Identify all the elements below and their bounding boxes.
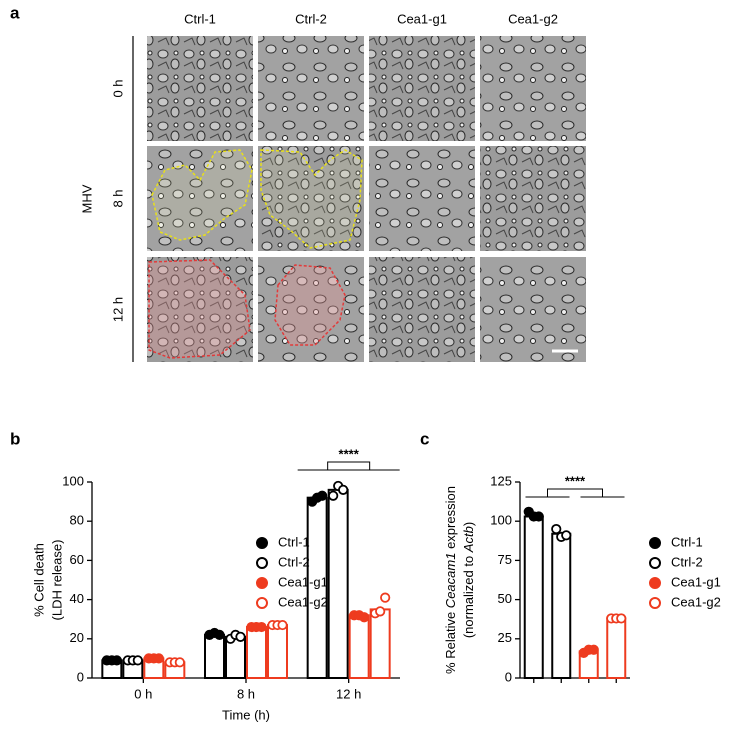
column-header: Ctrl-1 [184,11,216,26]
y-tick-label: 75 [498,552,512,567]
x-tick-label: 0 h [134,686,152,701]
image-grid [147,36,586,362]
data-point [256,621,267,633]
micrograph [147,36,253,141]
data-point [380,592,391,603]
data-point [277,619,288,631]
significance-bracket [297,461,400,471]
y-axis-label: % Cell death [31,543,46,617]
legend-label: Ctrl-1 [278,534,310,549]
micrograph [480,257,586,362]
y-tick-label: 125 [490,473,512,488]
significance-label: **** [565,473,586,488]
micrograph [147,257,253,362]
legend-marker [256,597,268,609]
overlays [148,149,578,359]
data-point [588,644,599,655]
legend-marker [256,537,268,549]
y-tick-label: 0 [505,669,512,684]
data-point [359,612,370,623]
micrograph [369,36,475,141]
micrograph [258,36,364,141]
micrograph [147,146,253,251]
y-tick-label: 50 [498,591,512,606]
column-header: Cea1-g1 [397,11,447,26]
data-point [174,657,185,668]
y-axis-label-part: % Relative [443,608,458,674]
significance-label: **** [339,446,360,461]
legend-label: Ctrl-2 [671,554,703,569]
bar [204,633,225,680]
bar [348,614,370,680]
legend-label: Cea1-g1 [671,574,721,589]
bar [369,608,391,680]
legend-label: Cea1-g1 [278,574,328,589]
y-tick-label: 25 [498,630,512,645]
data-point [317,490,328,501]
y-tick-label: 60 [70,552,84,567]
data-point [561,530,572,541]
y-tick-label: 20 [70,630,84,645]
legend-marker [256,557,268,569]
x-tick-label: 12 h [336,686,361,701]
data-point [551,523,562,535]
y-axis-label-part: (normalized to [461,552,476,638]
data-point [214,629,225,640]
panel-letter: b [10,429,20,448]
data-point [338,484,349,495]
data-point [132,655,143,666]
y-axis-label-part: expression [443,486,458,552]
data-point [616,613,627,624]
micrograph [480,36,586,141]
panel-letter: a [10,3,20,22]
micrograph [369,257,475,362]
legend-label: Ctrl-2 [278,554,310,569]
y-axis-label: % Relative Ceacam1 expression [443,486,458,674]
y-axis-label: (normalized to Actb) [461,522,476,638]
bar [551,532,572,680]
bar [267,624,288,680]
panel-letter: c [420,429,429,448]
bar [523,515,544,679]
row-label: 0 h [110,79,125,97]
y-tick-label: 100 [62,473,84,488]
data-point [111,655,122,666]
data-point [533,511,544,522]
legend-label: Ctrl-1 [671,534,703,549]
bar [327,488,349,679]
x-tick-label: 8 h [237,686,255,701]
row-label: 8 h [110,189,125,207]
legend-marker [256,577,268,589]
legend-marker [649,577,661,589]
y-axis-label-part: ) [461,522,476,526]
y-tick-label: 80 [70,513,84,528]
legend-marker [649,557,661,569]
micrograph [480,146,586,251]
micrograph [369,146,475,251]
column-header: Ctrl-2 [295,11,327,26]
row-label: 12 h [110,297,125,322]
y-axis-label: (LDH release) [49,540,64,621]
x-axis-label: Time (h) [222,707,270,722]
y-tick-label: 40 [70,591,84,606]
bar [246,626,267,679]
bar [606,617,627,680]
data-point [375,606,386,617]
y-axis-label-part: Actb [461,526,476,553]
legend-label: Cea1-g2 [278,594,328,609]
legend-label: Cea1-g2 [671,594,721,609]
y-tick-label: 100 [490,513,512,528]
y-axis-label-part: Ceacam1 [443,553,458,609]
micrograph [258,146,364,251]
significance-bracket [525,488,625,498]
legend-marker [649,597,661,609]
legend-marker [649,537,661,549]
y-tick-label: 0 [77,669,84,684]
data-point [235,631,246,642]
group-label: MHV [79,184,94,213]
data-point [328,490,339,501]
data-point [153,653,164,664]
column-header: Cea1-g2 [508,11,558,26]
